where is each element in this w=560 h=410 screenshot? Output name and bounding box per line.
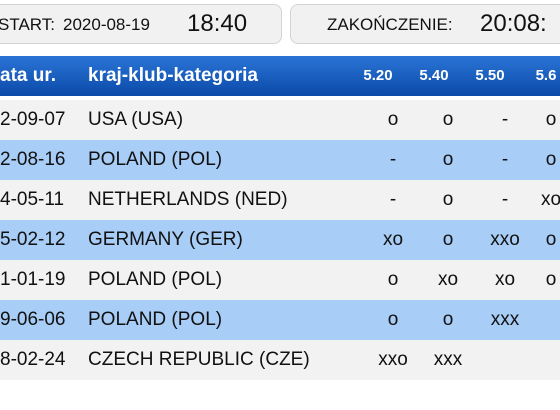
column-header: 5.6 (535, 67, 557, 84)
table-row: 2-09-07 USA (USA) o o - o (0, 100, 560, 140)
country: NETHERLANDS (NED) (88, 189, 288, 210)
attempt-result: o (387, 269, 399, 290)
country: CZECH REPUBLIC (CZE) (88, 349, 310, 370)
attempt-result: o (545, 229, 557, 250)
country: GERMANY (GER) (88, 229, 243, 250)
attempt-result: - (501, 189, 509, 210)
attempt-result: xo (494, 269, 516, 290)
attempt-result: o (545, 269, 557, 290)
table-row: 9-06-06 POLAND (POL) o o xxx (0, 300, 560, 340)
start-time: 18:40 (187, 10, 248, 37)
birth-date: 1-01-19 (0, 269, 66, 290)
attempt-result: xxx (433, 349, 463, 370)
birth-date: 9-06-06 (0, 309, 66, 330)
country: USA (USA) (88, 109, 184, 130)
column-header: kraj-klub-kategoria (88, 65, 258, 86)
birth-date: 2-08-16 (0, 149, 66, 170)
birth-date: 2-09-07 (0, 109, 66, 130)
end-time: 20:08: (480, 10, 547, 37)
attempt-result: - (389, 189, 397, 210)
attempt-result: xxx (490, 309, 520, 330)
attempt-result: xxo (378, 349, 408, 370)
attempt-result: o (442, 229, 454, 250)
column-header: ata ur. (0, 65, 56, 86)
attempt-result: o (442, 309, 454, 330)
table-row: 2-08-16 POLAND (POL) - o - o (0, 140, 560, 180)
header-row: ata ur. kraj-klub-kategoria 5.20 5.40 5.50 5.… (0, 56, 560, 96)
table-row: 8-02-24 CZECH REPUBLIC (CZE) xxo xxx (0, 340, 560, 380)
country: POLAND (POL) (88, 149, 223, 170)
country: POLAND (POL) (88, 269, 223, 290)
country: POLAND (POL) (88, 309, 223, 330)
attempt-result: o (442, 189, 454, 210)
birth-date: 8-02-24 (0, 349, 66, 370)
attempt-result: xo (382, 229, 404, 250)
end-box: ZAKOŃCZENIE: 20:08: (290, 4, 560, 44)
attempt-result: xo (540, 189, 560, 210)
attempt-result: - (501, 109, 509, 130)
column-header: 5.40 (419, 67, 449, 84)
attempt-result: xxo (490, 229, 520, 250)
attempt-result: xo (437, 269, 459, 290)
column-header: 5.20 (363, 67, 393, 84)
attempt-result: o (545, 109, 557, 130)
table-row: 4-05-11 NETHERLANDS (NED) - o - xo (0, 180, 560, 220)
attempt-result: o (442, 109, 454, 130)
birth-date: 4-05-11 (0, 189, 65, 210)
start-date: 2020-08-19 (63, 15, 150, 34)
attempt-result: o (387, 309, 399, 330)
start-box: START: 2020-08-19 18:40 (0, 4, 282, 44)
attempt-result: o (387, 109, 399, 130)
attempt-result: - (389, 149, 397, 170)
table-row: 5-02-12 GERMANY (GER) xo o xxo o (0, 220, 560, 260)
birth-date: 5-02-12 (0, 229, 66, 250)
start-label: START: (0, 15, 55, 34)
attempt-result: o (545, 149, 557, 170)
attempt-result: - (501, 149, 509, 170)
end-label: ZAKOŃCZENIE: (327, 15, 453, 34)
table-row: 1-01-19 POLAND (POL) o xo xo o (0, 260, 560, 300)
column-header: 5.50 (475, 67, 505, 84)
attempt-result: o (442, 149, 454, 170)
